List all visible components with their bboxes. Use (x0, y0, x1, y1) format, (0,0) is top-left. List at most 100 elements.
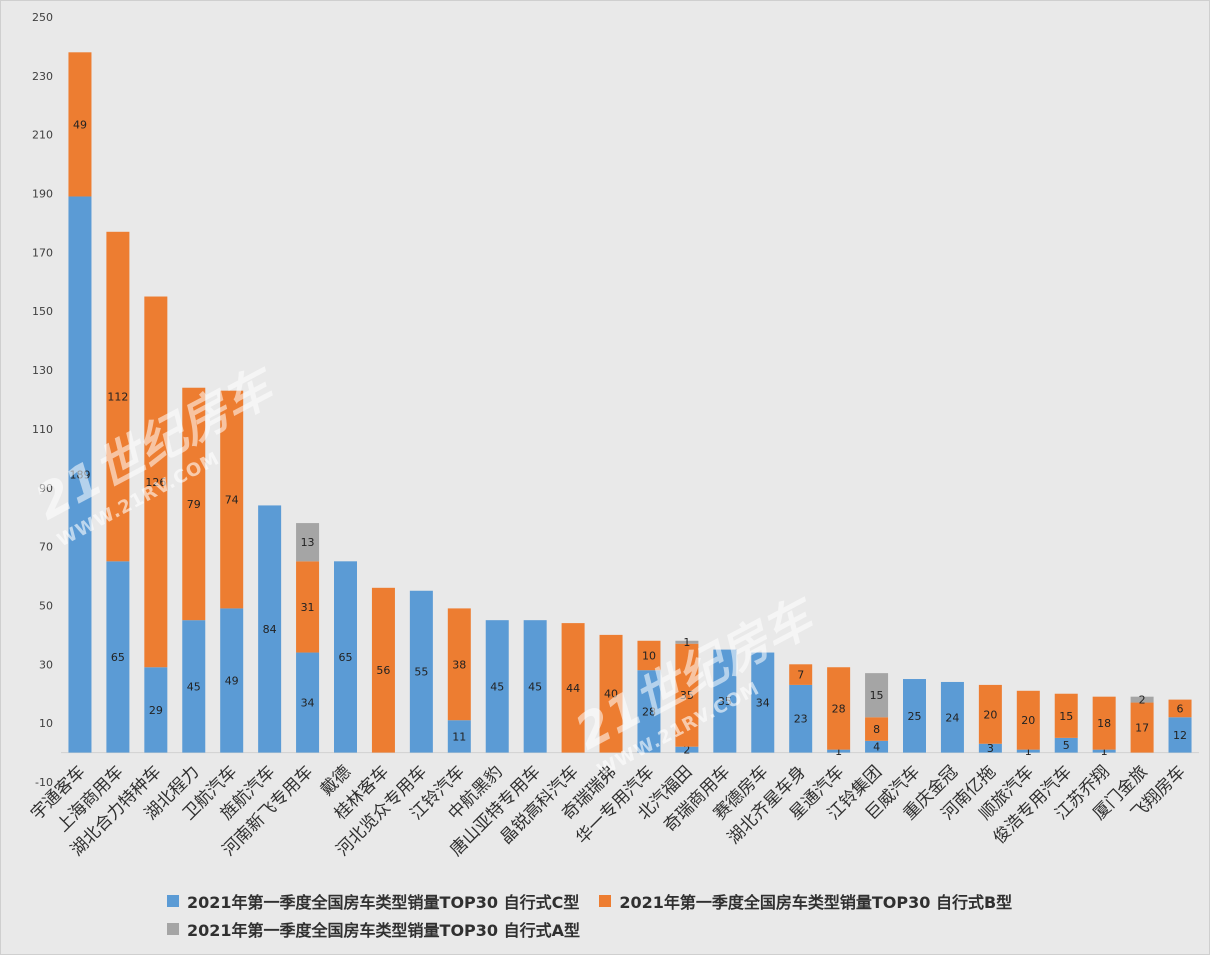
bar-segment (1054, 693, 1078, 738)
data-label: 15 (1059, 710, 1073, 723)
bar-segment (637, 670, 661, 753)
data-label: 45 (187, 680, 201, 693)
data-label: 3 (987, 742, 994, 755)
bar-segment (144, 296, 168, 668)
bar-segment (978, 743, 1002, 753)
bar-segment (220, 608, 244, 753)
data-label: 28 (642, 705, 656, 718)
bar-segment (827, 749, 851, 753)
data-label: 10 (642, 649, 656, 662)
data-label: 12 (1173, 729, 1187, 742)
bar-segment (144, 667, 168, 753)
bar-segment (106, 231, 130, 562)
bar-segment (1016, 749, 1040, 753)
bar-segment (296, 561, 320, 653)
bar-segment (1092, 696, 1116, 750)
bar-segment (220, 390, 244, 609)
data-label: 29 (149, 704, 163, 717)
data-label: 55 (414, 666, 428, 679)
bar-segment (296, 523, 320, 562)
y-tick-label: 210 (32, 129, 53, 142)
data-label: 49 (225, 674, 239, 687)
bar-segment (296, 652, 320, 753)
bar-segment (68, 52, 92, 197)
data-label: 40 (604, 688, 618, 701)
data-label: 65 (339, 651, 353, 664)
bar-segment (182, 387, 206, 621)
bar-segment (675, 746, 699, 753)
data-label: 189 (69, 469, 90, 482)
data-label: 74 (225, 494, 239, 507)
bar-segment (940, 681, 964, 753)
y-tick-label: 150 (32, 305, 53, 318)
legend-row-1: 2021年第一季度全国房车类型销量TOP30 自行式C型 2021年第一季度全国… (167, 887, 1167, 915)
data-label: 7 (797, 669, 804, 682)
legend-swatch-b (599, 895, 612, 907)
data-label: 35 (680, 689, 694, 702)
data-label: 28 (832, 702, 846, 715)
data-label: 2 (683, 744, 690, 757)
data-label: 45 (490, 680, 504, 693)
data-label: 34 (756, 697, 770, 710)
data-label: 1 (683, 636, 690, 649)
bar-segment (675, 640, 699, 644)
bar-segment (675, 643, 699, 747)
data-label: 25 (908, 710, 922, 723)
bar-segment (447, 608, 471, 721)
legend-item-a: 2021年第一季度全国房车类型销量TOP30 自行式A型 (167, 917, 580, 941)
bar-segment (561, 623, 585, 753)
bar-segment (978, 684, 1002, 744)
bar-segment (68, 196, 92, 753)
data-label: 1 (1101, 745, 1108, 758)
data-label: 44 (566, 682, 580, 695)
bar-segment (334, 561, 357, 753)
y-tick-label: 50 (39, 599, 53, 612)
bar-segment (903, 679, 926, 753)
bar-segment (447, 720, 471, 753)
bar-segment (1168, 717, 1192, 753)
data-label: 1 (835, 745, 842, 758)
data-label: 17 (1135, 722, 1149, 735)
bar-segment (1130, 696, 1154, 703)
data-label: 31 (301, 601, 315, 614)
y-tick-label: 30 (39, 658, 53, 671)
legend-swatch-c (167, 895, 179, 907)
legend-swatch-a (167, 923, 179, 935)
data-label: 6 (1177, 702, 1184, 715)
y-tick-label: -10 (35, 776, 53, 789)
legend-label-a: 2021年第一季度全国房车类型销量TOP30 自行式A型 (187, 921, 580, 940)
legend: 2021年第一季度全国房车类型销量TOP30 自行式C型 2021年第一季度全国… (167, 887, 1167, 943)
y-tick-label: 190 (32, 188, 53, 201)
data-label: 65 (111, 651, 125, 664)
bar-segment (1168, 699, 1192, 718)
bar-segment (1092, 749, 1116, 753)
data-label: 45 (528, 680, 542, 693)
data-label: 56 (376, 664, 390, 677)
data-label: 8 (873, 723, 880, 736)
bar-segment (865, 673, 889, 718)
bar-segment (865, 740, 889, 753)
bar-segment (827, 667, 851, 750)
bar-segment (106, 561, 130, 753)
y-tick-label: 10 (39, 717, 53, 730)
bar-segment (1130, 702, 1154, 753)
bar-segment (485, 620, 509, 753)
data-label: 38 (452, 658, 466, 671)
legend-label-b: 2021年第一季度全国房车类型销量TOP30 自行式B型 (619, 893, 1013, 912)
data-label: 1 (1025, 745, 1032, 758)
data-label: 34 (301, 697, 315, 710)
y-tick-label: 250 (32, 11, 53, 24)
bar-segment (409, 590, 433, 753)
y-tick-label: 110 (32, 423, 53, 436)
legend-item-c: 2021年第一季度全国房车类型销量TOP30 自行式C型 (167, 889, 579, 913)
data-label: 23 (794, 713, 808, 726)
data-label: 79 (187, 498, 201, 511)
data-label: 18 (1097, 717, 1111, 730)
legend-label-c: 2021年第一季度全国房车类型销量TOP30 自行式C型 (187, 893, 580, 912)
data-label: 24 (945, 711, 959, 724)
data-label: 5 (1063, 739, 1070, 752)
legend-item-b: 2021年第一季度全国房车类型销量TOP30 自行式B型 (599, 889, 1012, 913)
bar-segment (789, 684, 813, 753)
y-tick-label: 230 (32, 70, 53, 83)
data-label: 4 (873, 741, 880, 754)
